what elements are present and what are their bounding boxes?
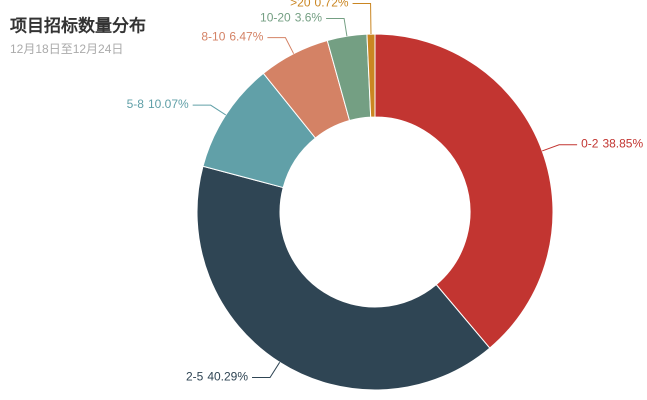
label-line: [352, 2, 372, 35]
data-label: 5-8 10.07%: [127, 97, 189, 111]
label-category: 10-20: [260, 11, 291, 25]
chart-title: 项目招标数量分布: [10, 15, 146, 35]
label-line: [542, 144, 578, 152]
label-category: 0-2: [581, 137, 599, 151]
data-label: >20 0.72%: [290, 0, 349, 10]
data-label: 10-20 3.6%: [260, 11, 322, 25]
data-label: 8-10 6.47%: [201, 30, 263, 44]
label-value: 38.85%: [602, 137, 643, 151]
pie-slice: [374, 33, 554, 349]
pie-slice: [196, 165, 491, 391]
label-line: [252, 362, 281, 379]
pie-slice: [366, 33, 376, 118]
label-value: 40.29%: [207, 370, 248, 384]
label-value: 0.72%: [315, 0, 349, 10]
data-label: 2-5 40.29%: [186, 370, 248, 384]
label-category: 8-10: [201, 30, 225, 44]
label-category: 2-5: [186, 370, 204, 384]
label-line: [267, 37, 295, 54]
data-label: 0-2 38.85%: [581, 137, 643, 151]
label-value: 6.47%: [229, 30, 263, 44]
chart-subtitle: 12月18日至12月24日: [10, 42, 123, 56]
label-line: [192, 104, 227, 116]
label-line: [326, 17, 348, 37]
label-category: >20: [290, 0, 311, 10]
label-value: 10.07%: [148, 97, 189, 111]
label-category: 5-8: [127, 97, 145, 111]
label-value: 3.6%: [295, 11, 323, 25]
